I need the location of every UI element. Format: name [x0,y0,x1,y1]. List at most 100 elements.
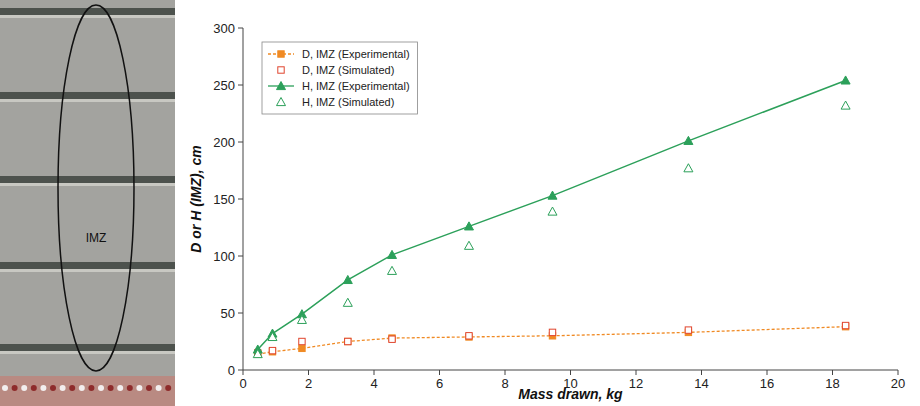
photo-bead [117,385,123,391]
x-tick-label: 0 [239,376,246,391]
legend-marker [277,98,286,106]
photo-band-light [0,351,175,354]
y-tick [238,370,243,371]
series-line [258,327,846,354]
photo-bead [2,385,8,391]
legend-label: D, IMZ (Simulated) [302,64,394,76]
data-point [466,333,472,339]
y-tick-label: 150 [213,192,235,207]
photo-band [0,344,175,351]
legend-marker [277,82,286,90]
photo-bead [88,385,94,391]
data-point [684,136,693,144]
x-tick-label: 6 [436,376,443,391]
x-tick [701,370,702,375]
x-tick [308,370,309,375]
legend-box [262,42,418,114]
photo-bead [40,385,46,391]
y-tick-label: 300 [213,21,235,36]
y-tick-label: 0 [228,363,235,378]
data-point [842,322,848,328]
photo-base [0,376,175,406]
legend-marker [278,67,284,73]
imz-label: IMZ [86,231,107,245]
series-line [258,80,846,349]
photo-bead [12,385,18,391]
x-tick [439,370,440,375]
series [255,322,849,356]
photo-bead [31,385,37,391]
data-point [343,298,352,306]
y-tick [238,313,243,314]
data-point [253,350,262,358]
y-tick-label: 100 [213,249,235,264]
data-point [345,338,351,344]
photo-band-light [0,15,175,18]
x-tick-label: 8 [501,376,508,391]
data-point [268,332,277,340]
data-point [388,250,397,258]
photo-band-light [0,99,175,102]
data-point [299,338,305,344]
figure: IMZ05010015020025030002468101214161820Ma… [0,0,920,406]
photo-band [0,176,175,183]
imz-ellipse [58,5,134,371]
x-tick [243,370,244,375]
photo-bead [146,385,152,391]
photo-bead [156,385,162,391]
photo-bead [98,385,104,391]
photo-bead [108,385,114,391]
series [253,101,850,358]
x-tick [832,370,833,375]
series [255,323,849,357]
x-tick [570,370,571,375]
data-point [464,241,473,249]
x-tick [505,370,506,375]
data-point [841,101,850,109]
x-axis-title: Mass drawn, kg [518,386,623,402]
photo-bead [136,385,142,391]
photo-band [0,262,175,269]
photo-band-light [0,269,175,272]
axes: 05010015020025030002468101214161820 [213,21,905,392]
data-point [548,207,557,215]
x-tick [636,370,637,375]
x-tick [898,370,899,375]
data-point [841,76,850,84]
photo-bead [21,385,27,391]
x-tick-label: 2 [305,376,312,391]
data-point [388,266,397,274]
data-point [345,338,351,344]
y-tick-label: 50 [221,306,235,321]
y-tick [238,142,243,143]
series [253,76,850,353]
photo-bead [165,385,171,391]
x-tick [374,370,375,375]
x-tick-label: 14 [694,376,708,391]
data-point [464,222,473,230]
legend-label: D, IMZ (Experimental) [302,48,410,60]
x-tick-label: 16 [760,376,774,391]
photo-bead [79,385,85,391]
data-point [297,315,306,323]
legend-marker [278,51,284,57]
y-tick [238,256,243,257]
x-tick-label: 4 [370,376,377,391]
data-point [343,275,352,283]
data-point [299,345,305,351]
x-tick-label: 20 [891,376,905,391]
y-tick [238,85,243,86]
data-point [549,329,555,335]
x-tick-label: 12 [629,376,643,391]
legend: D, IMZ (Experimental) D, IMZ (Simulated) H… [262,42,418,114]
y-tick [238,199,243,200]
data-point [548,191,557,199]
data-point [269,347,275,353]
photo-bead [69,385,75,391]
photo-bead [127,385,133,391]
legend-label: H, IMZ (Experimental) [302,80,410,92]
photo: IMZ [0,0,175,406]
photo-band-light [0,183,175,186]
x-tick [767,370,768,375]
photo-bead [50,385,56,391]
